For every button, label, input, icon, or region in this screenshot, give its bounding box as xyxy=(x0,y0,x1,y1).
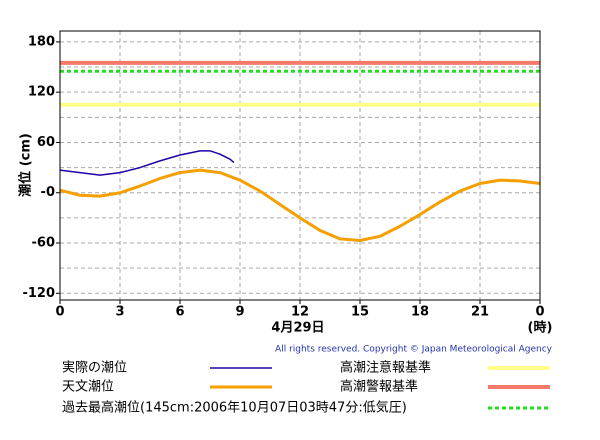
plot-frame xyxy=(59,30,541,301)
y-tick-label: -0 xyxy=(41,185,55,200)
legend-label: 過去最高潮位(145cm:2006年10月07日03時47分:低気圧) xyxy=(62,400,407,416)
legend-label: 天文潮位 xyxy=(62,380,114,395)
series-line xyxy=(59,150,235,176)
x-tick-label: 9 xyxy=(235,305,244,320)
x-unit: (時) xyxy=(528,320,553,336)
y-tick-label: 60 xyxy=(37,135,55,150)
x-tick-label: 3 xyxy=(115,305,124,320)
legend-label: 高潮注意報基準 xyxy=(340,360,431,376)
x-tick-label: 12 xyxy=(291,305,309,320)
y-tick-label: 180 xyxy=(28,34,55,49)
series-line xyxy=(59,168,541,243)
x-tick-label: 21 xyxy=(471,305,489,320)
y-axis-label: 潮位 (cm) xyxy=(18,133,34,197)
x-tick-label: 15 xyxy=(351,305,369,320)
x-tick-label: 0 xyxy=(535,305,544,320)
legend-label: 実際の潮位 xyxy=(62,360,127,376)
legend-label: 高潮警報基準 xyxy=(340,379,418,395)
copyright: All rights reserved. Copyright © Japan M… xyxy=(275,345,553,355)
y-tick-label: -60 xyxy=(32,236,56,251)
x-tick-label: 0 xyxy=(55,305,64,320)
x-tick-label: 6 xyxy=(175,305,184,320)
y-tick-label: -120 xyxy=(22,286,55,301)
x-tick-label: 18 xyxy=(411,305,429,320)
y-tick-label: 120 xyxy=(28,85,55,100)
x-axis-label: 4月29日 xyxy=(271,321,324,336)
